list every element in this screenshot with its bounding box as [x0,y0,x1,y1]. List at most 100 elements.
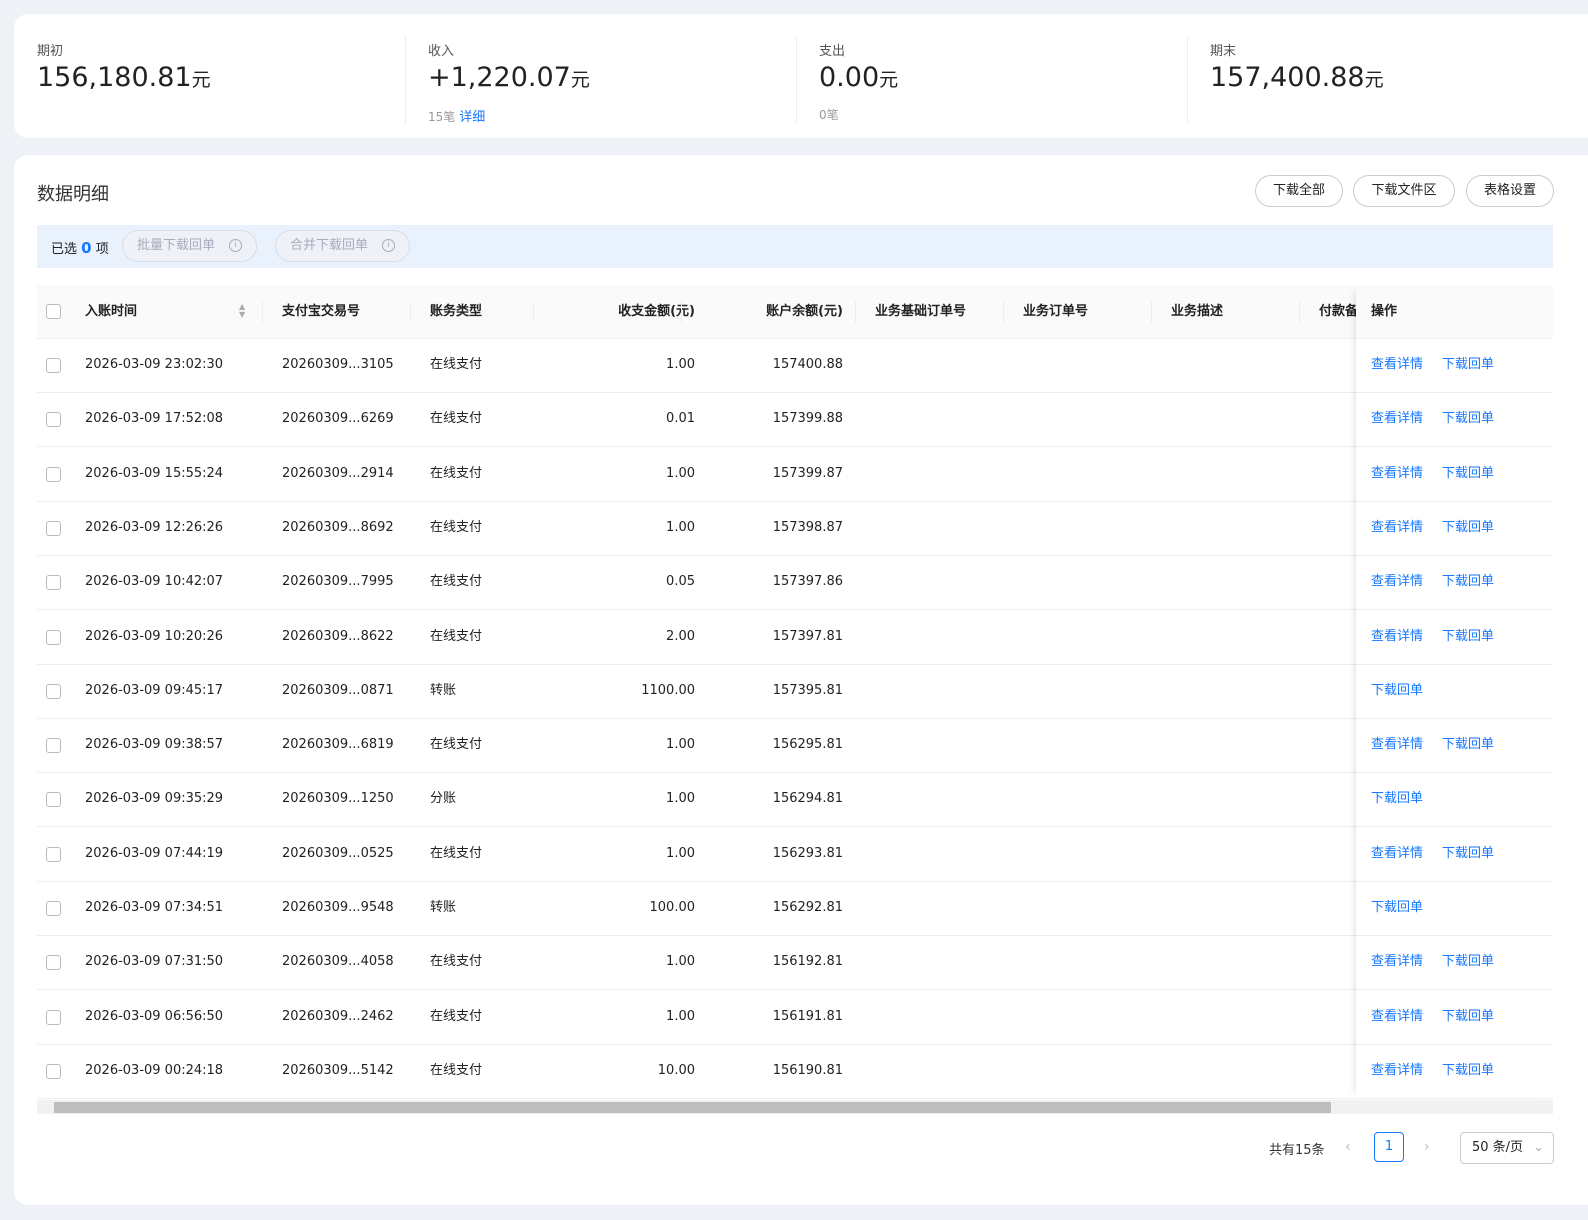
row-action-link[interactable]: 下载回单 [1442,1044,1494,1098]
row-action-link[interactable]: 下载回单 [1442,610,1494,664]
cell-amount: 1.00 [666,501,695,555]
action-cell: 查看详情下载回单 [1356,338,1553,393]
checkbox[interactable] [46,1064,61,1079]
chevron: ⌄ [1533,1133,1544,1163]
checkbox[interactable] [46,304,61,319]
cell-amount: 1.00 [666,718,695,772]
total-count: 共有15条 [1269,1139,1325,1158]
row-action-link[interactable]: 下载回单 [1442,990,1494,1044]
column-header: 支付宝交易号 [282,285,360,338]
cell-balance: 157398.87 [773,501,843,555]
scrollbar[interactable] [37,1100,1553,1114]
row-action-link[interactable]: 下载回单 [1442,827,1494,881]
table-row: 2026-03-09 15:55:2420260309...2914在线支付1.… [37,447,1553,502]
row-action-link[interactable]: 查看详情 [1371,1044,1423,1098]
scroll-thumb[interactable] [54,1102,1331,1113]
row-action-link[interactable]: 查看详情 [1371,610,1423,664]
cell-type: 在线支付 [430,990,482,1044]
row-action-link[interactable]: 查看详情 [1371,990,1423,1044]
row-action-link[interactable]: 下载回单 [1442,501,1494,555]
row-action-link[interactable]: 查看详情 [1371,935,1423,989]
cell-id: 20260309...2914 [282,447,394,501]
checkbox[interactable] [46,955,61,970]
action-button[interactable]: 表格设置 [1466,175,1554,207]
cell-type: 在线支付 [430,935,482,989]
cell-time: 2026-03-09 06:56:50 [85,990,223,1044]
action-cell: 查看详情下载回单 [1356,935,1553,990]
summary-label: 期末 [1210,40,1236,59]
table-row: 2026-03-09 23:02:3020260309...3105在线支付1.… [37,338,1553,393]
page-size-select[interactable]: 50 条/页⌄ [1460,1132,1554,1164]
unit: 元 [571,69,590,91]
row-action-link[interactable]: 下载回单 [1371,772,1423,826]
cell-time: 2026-03-09 07:31:50 [85,935,223,989]
page-number[interactable]: 1 [1374,1132,1404,1162]
checkbox[interactable] [46,738,61,753]
checkbox[interactable] [46,467,61,482]
cell-time: 2026-03-09 10:20:26 [85,610,223,664]
count: 15笔 [428,110,455,124]
cell-type: 在线支付 [430,1044,482,1098]
button-text: 批量下载回单 [137,238,215,253]
row-action-link[interactable]: 下载回单 [1442,935,1494,989]
checkbox[interactable] [46,792,61,807]
checkbox[interactable] [46,521,61,536]
selected-prefix: 已选 [51,242,77,257]
action-cell: 查看详情下载回单 [1356,392,1553,447]
cell-balance: 157400.88 [773,338,843,392]
cell-balance: 157399.88 [773,392,843,446]
checkbox[interactable] [46,901,61,916]
checkbox[interactable] [46,358,61,373]
cell-type: 在线支付 [430,555,482,609]
row-action-link[interactable]: 查看详情 [1371,827,1423,881]
cell-type: 转账 [430,664,456,718]
row-action-link[interactable]: 下载回单 [1442,718,1494,772]
cell-balance: 156292.81 [773,881,843,935]
cell-type: 在线支付 [430,392,482,446]
column-divider [1151,301,1152,323]
selected-count: 0 [81,239,91,257]
action-button[interactable]: 下载文件区 [1353,175,1455,207]
prev-page[interactable]: ‹ [1345,1139,1351,1155]
cell-balance: 156294.81 [773,772,843,826]
detail-link[interactable]: 详细 [459,110,485,125]
row-action-link[interactable]: 下载回单 [1442,555,1494,609]
row-action-link[interactable]: 查看详情 [1371,447,1423,501]
row-action-link[interactable]: 下载回单 [1442,392,1494,446]
checkbox[interactable] [46,630,61,645]
row-action-link[interactable]: 查看详情 [1371,392,1423,446]
cell-time: 2026-03-09 15:55:24 [85,447,223,501]
row-action-link[interactable]: 查看详情 [1371,555,1423,609]
summary-amount: 156,180.81元 [37,62,211,93]
table: 入账时间支付宝交易号账务类型收支金额(元)账户余额(元)业务基础订单号业务订单号… [37,285,1553,1115]
divider [1187,36,1188,124]
row-action-link[interactable]: 下载回单 [1371,664,1423,718]
table-row: 2026-03-09 09:35:2920260309...1250分账1.00… [37,772,1553,827]
checkbox[interactable] [46,684,61,699]
cell-id: 20260309...6269 [282,392,394,446]
action-button[interactable]: 下载全部 [1255,175,1343,207]
action-cell: 查看详情下载回单 [1356,555,1553,610]
cell-amount: 10.00 [658,1044,695,1098]
action-cell: 查看详情下载回单 [1356,1044,1553,1099]
column-header: 业务订单号 [1023,285,1088,338]
cell-type: 在线支付 [430,827,482,881]
row-action-link[interactable]: 查看详情 [1371,501,1423,555]
checkbox[interactable] [46,847,61,862]
next-page[interactable]: › [1424,1139,1430,1155]
row-action-link[interactable]: 下载回单 [1442,447,1494,501]
cell-balance: 156293.81 [773,827,843,881]
row-action-link[interactable]: 查看详情 [1371,718,1423,772]
row-action-link[interactable]: 下载回单 [1442,338,1494,392]
checkbox[interactable] [46,1010,61,1025]
column-header: 入账时间 [85,285,137,338]
column-header: 付款备 [1319,285,1358,338]
row-action-link[interactable]: 查看详情 [1371,338,1423,392]
column-divider [1003,301,1004,323]
table-row: 2026-03-09 09:38:5720260309...6819在线支付1.… [37,718,1553,773]
row-action-link[interactable]: 下载回单 [1371,881,1423,935]
cell-balance: 156295.81 [773,718,843,772]
checkbox[interactable] [46,412,61,427]
checkbox[interactable] [46,575,61,590]
cell-id: 20260309...2462 [282,990,394,1044]
